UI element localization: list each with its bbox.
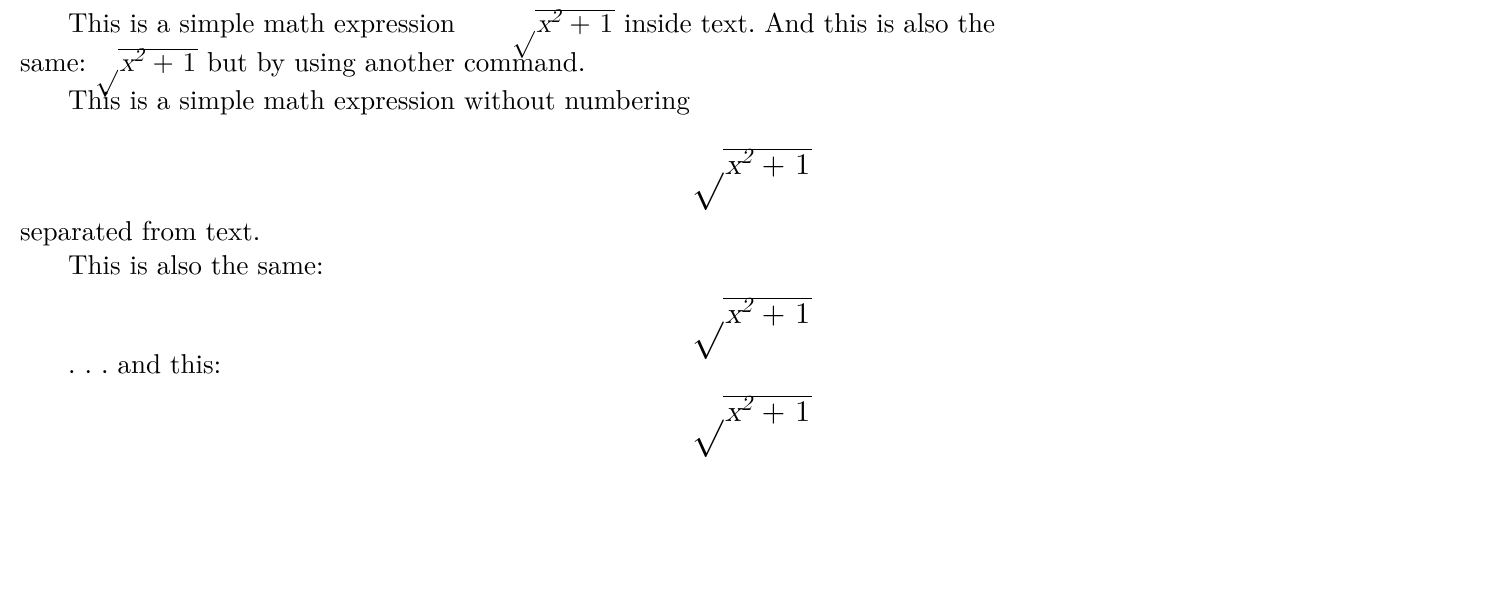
math-op: +: [144, 50, 183, 77]
math-exp: 2: [741, 147, 752, 168]
math-op: +: [752, 397, 795, 427]
radical-icon: √: [512, 11, 535, 38]
math-var: x: [725, 299, 741, 329]
math-const: 1: [599, 11, 613, 38]
math-var: x: [120, 50, 134, 77]
inline-math-sqrt: √x2 + 1: [95, 47, 198, 82]
math-var: x: [725, 397, 741, 427]
math-exp: 2: [741, 296, 752, 317]
radical-icon: √: [692, 294, 723, 331]
text-run: This is a simple math expression: [68, 2, 464, 40]
text-run: . . . and this:: [68, 343, 221, 381]
radical-icon: √: [95, 50, 118, 77]
inline-math-sqrt: √x2 + 1: [464, 8, 615, 43]
math-var: x: [537, 11, 551, 38]
radicand: x2 + 1: [535, 10, 615, 38]
radicand: x2 + 1: [723, 396, 812, 427]
text-run: but by using another command.: [198, 41, 585, 79]
radicand: x2 + 1: [723, 298, 812, 329]
paragraph-4: This is also the same:: [20, 246, 1484, 281]
math-const: 1: [795, 150, 810, 180]
paragraph-1: This is a simple math expression √x2 + 1…: [20, 4, 1484, 81]
radical-icon: √: [692, 145, 723, 182]
text-run: separated from text.: [20, 210, 260, 248]
text-run: same:: [20, 41, 95, 79]
paragraph-3: separated from text.: [20, 212, 1484, 247]
math-op: +: [752, 299, 795, 329]
display-math-sqrt: √x2 + 1: [692, 140, 812, 188]
paragraph-5: . . . and this:: [20, 345, 1484, 380]
document-page: This is a simple math expression √x2 + 1…: [0, 0, 1504, 435]
math-const: 1: [183, 50, 197, 77]
paragraph-2: This is a simple math expression without…: [20, 81, 1484, 116]
math-exp: 2: [134, 45, 144, 65]
math-exp: 2: [551, 6, 561, 26]
radicand: x2 + 1: [118, 49, 198, 77]
display-equation: √x2 + 1: [20, 140, 1484, 188]
radical-icon: √: [692, 392, 723, 429]
text-run: This is also the same:: [68, 244, 324, 282]
math-const: 1: [795, 397, 810, 427]
radicand: x2 + 1: [723, 149, 812, 180]
math-op: +: [752, 150, 795, 180]
display-equation: √x2 + 1: [20, 289, 1484, 337]
display-math-sqrt: √x2 + 1: [692, 289, 812, 337]
math-var: x: [725, 150, 741, 180]
math-exp: 2: [741, 394, 752, 415]
text-run: This is a simple math expression without…: [68, 79, 690, 117]
display-equation: √x2 + 1: [20, 387, 1484, 435]
math-op: +: [561, 11, 600, 38]
display-math-sqrt: √x2 + 1: [692, 387, 812, 435]
math-const: 1: [795, 299, 810, 329]
text-run: inside text. And this is also the: [615, 2, 995, 40]
